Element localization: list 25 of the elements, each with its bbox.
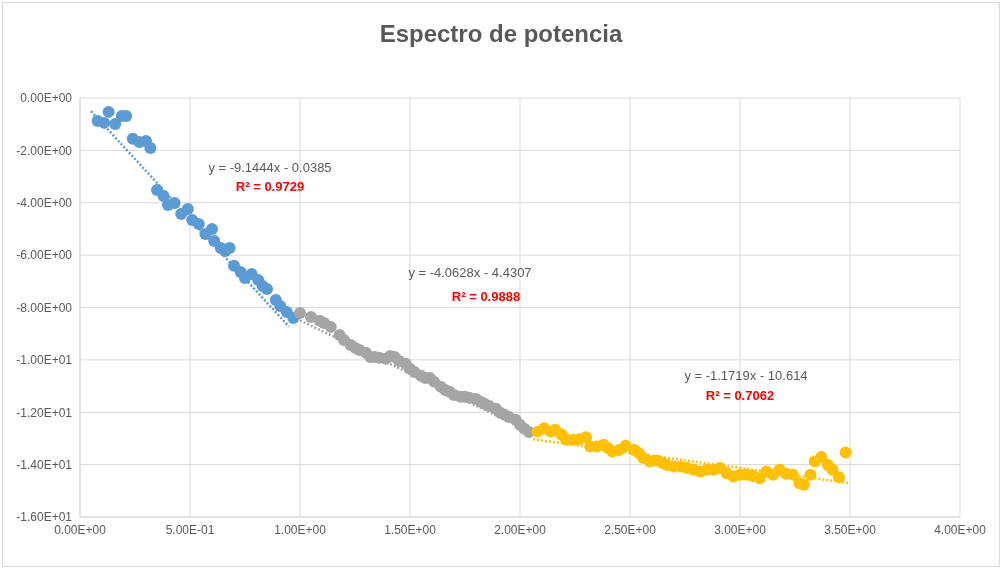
annotation: y = -9.1444x - 0.0385 bbox=[208, 159, 332, 175]
x-tick-label: 2.00E+00 bbox=[494, 522, 547, 537]
y-tick-label: -2.00E+00 bbox=[16, 143, 73, 158]
annotation: R² = 0.9888 bbox=[451, 288, 521, 304]
annotation: y = -4.0628x - 4.4307 bbox=[408, 264, 532, 280]
y-tick-label: -1.40E+01 bbox=[16, 457, 73, 472]
y-tick-label: -6.00E+00 bbox=[16, 248, 73, 263]
x-tick-label: 3.00E+00 bbox=[714, 522, 767, 537]
y-tick-label: -4.00E+00 bbox=[16, 196, 73, 211]
x-tick-label: 5.00E-01 bbox=[165, 522, 215, 537]
annotation: R² = 0.7062 bbox=[705, 387, 775, 403]
chart-title: Espectro de potencia bbox=[378, 20, 624, 48]
x-tick-label: 2.50E+00 bbox=[604, 522, 657, 537]
y-tick-label: -1.20E+01 bbox=[16, 405, 73, 420]
x-tick-label: 3.50E+00 bbox=[824, 522, 877, 537]
x-tick-label: 4.00E+00 bbox=[934, 522, 987, 537]
y-tick-label: -8.00E+00 bbox=[16, 300, 73, 315]
x-tick-label: 1.00E+00 bbox=[274, 522, 327, 537]
annotation: y = -1.1719x - 10.614 bbox=[684, 367, 808, 383]
y-tick-label: -1.00E+01 bbox=[16, 353, 73, 368]
annotation: R² = 0.9729 bbox=[235, 178, 305, 194]
x-tick-label: 0.00E+00 bbox=[54, 522, 107, 537]
x-tick-label: 1.50E+00 bbox=[384, 522, 437, 537]
y-tick-label: -1.60E+01 bbox=[16, 510, 73, 525]
y-tick-label: 0.00E+00 bbox=[20, 91, 73, 106]
